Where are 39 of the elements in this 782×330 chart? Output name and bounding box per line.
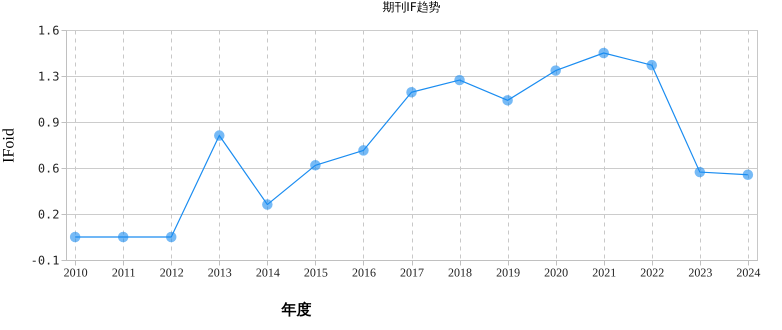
point xyxy=(166,232,176,242)
point xyxy=(646,60,658,70)
x-tick-label: 2014 xyxy=(256,266,280,280)
x-tick-label: 2018 xyxy=(448,266,472,280)
point xyxy=(118,232,128,242)
x-tick-label: 2015 xyxy=(304,266,328,280)
y-tick-label: 0.9 xyxy=(38,116,60,130)
y-tick-label: 0.2 xyxy=(38,208,60,222)
x-tick-label: 2019 xyxy=(496,266,520,280)
x-tick-label: 2024 xyxy=(736,266,760,280)
point xyxy=(70,232,80,242)
point xyxy=(358,145,369,156)
x-tick-label: 2022 xyxy=(640,266,664,280)
x-tick-label: 2010 xyxy=(64,266,88,280)
y-axis-title: IFoid xyxy=(0,128,18,163)
point xyxy=(550,65,561,76)
y-tick-label: 1.3 xyxy=(38,70,60,84)
x-tick-label: 2013 xyxy=(208,266,232,280)
point xyxy=(406,87,417,98)
x-tick-label: 2016 xyxy=(352,266,376,280)
x-tick-label: 2021 xyxy=(592,266,616,280)
y-tick-label: -0.1 xyxy=(30,254,60,268)
y-tick-label: 0.6 xyxy=(38,162,60,176)
point xyxy=(742,170,754,180)
y-tick-label: 1.6 xyxy=(38,24,60,38)
x-tick-label: 2020 xyxy=(544,266,568,280)
x-tick-label: 2012 xyxy=(160,266,184,280)
x-tick-label: 2017 xyxy=(400,266,424,280)
chart-title: 期刊IF趋势 xyxy=(382,0,441,14)
point xyxy=(262,199,273,210)
point xyxy=(310,160,321,171)
point xyxy=(214,130,225,141)
point xyxy=(694,166,706,178)
point xyxy=(454,74,465,86)
x-axis-title: 年度 xyxy=(280,300,312,318)
point xyxy=(502,95,513,106)
x-tick-label: 2023 xyxy=(688,266,712,280)
point xyxy=(598,48,609,58)
x-tick-label: 2011 xyxy=(112,266,136,280)
